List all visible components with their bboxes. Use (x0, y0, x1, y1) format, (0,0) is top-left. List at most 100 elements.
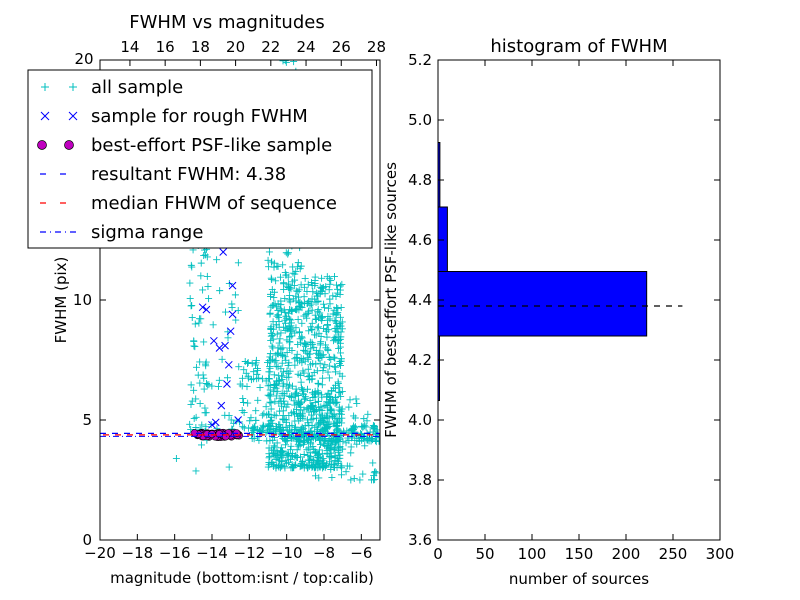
all-sample-point (333, 285, 341, 293)
all-sample-point (331, 354, 339, 362)
all-sample-point (172, 454, 180, 462)
all-sample-point (330, 334, 338, 342)
all-sample-point (196, 358, 204, 366)
all-sample-point (238, 382, 246, 390)
all-sample-point (227, 416, 235, 424)
all-sample-point (305, 408, 313, 416)
all-sample-point (313, 292, 321, 300)
all-sample-point (287, 319, 295, 327)
all-sample-point (372, 438, 380, 446)
legend-label: sample for rough FWHM (91, 106, 308, 127)
all-sample-point (292, 292, 300, 300)
histogram-ticks: 0 50 100 150 200 250 300 3.6 3.8 4.0 4.2 4.4 4.6 4.8 5… (408, 51, 734, 563)
all-sample-point (317, 403, 325, 411)
all-sample-point (314, 379, 322, 387)
all-sample-point (225, 463, 233, 471)
legend-marker (64, 140, 74, 150)
all-sample-point (235, 363, 243, 371)
all-sample-point (282, 423, 290, 431)
all-sample-point (304, 456, 312, 464)
all-sample-point (324, 304, 332, 312)
all-sample-point (292, 389, 300, 397)
all-sample-point (272, 356, 280, 364)
all-sample-point (336, 454, 344, 462)
scatter-ticks: −20 −18 −16 −14 −12 −10 −8 −6 0 5 10 14 16 18 20 22 24 26… (73, 38, 386, 562)
all-sample-point (316, 410, 324, 418)
all-sample-point (252, 416, 260, 424)
all-sample-point (202, 409, 210, 417)
all-sample-point (271, 358, 279, 366)
all-sample-point (297, 339, 305, 347)
all-sample-point (300, 346, 308, 354)
all-sample-point (315, 421, 323, 429)
all-sample-point (203, 272, 211, 280)
all-sample-point (282, 456, 290, 464)
top-x-tick-label: 22 (261, 38, 280, 56)
all-sample-point (265, 444, 273, 452)
all-sample-point (297, 354, 305, 362)
all-sample-point (186, 420, 194, 428)
all-sample-point (355, 434, 363, 442)
all-sample-point (298, 458, 306, 466)
y-tick-label: 4.8 (408, 171, 432, 189)
all-sample-point (369, 424, 377, 432)
y-tick-label: 4.2 (408, 351, 432, 369)
all-sample-point (267, 459, 275, 467)
legend-label: median FHWM of sequence (91, 193, 337, 214)
x-tick-label: −20 (84, 544, 116, 562)
all-sample-point (263, 437, 271, 445)
all-sample-point (316, 446, 324, 454)
all-sample-point (188, 301, 196, 309)
all-sample-point (293, 412, 301, 420)
x-tick-label: 300 (706, 545, 735, 563)
all-sample-point (304, 365, 312, 373)
all-sample-point (319, 454, 327, 462)
all-sample-point (325, 353, 333, 361)
all-sample-point (266, 398, 274, 406)
all-sample-point (234, 259, 242, 267)
legend-marker (69, 83, 77, 91)
all-sample-point (319, 462, 327, 470)
all-sample-point (187, 381, 195, 389)
all-sample-point (199, 371, 207, 379)
all-sample-point (325, 326, 333, 334)
all-sample-point (240, 408, 248, 416)
rough-sample-point (224, 360, 233, 369)
all-sample-point (318, 426, 326, 434)
all-sample-point (201, 360, 209, 368)
rough-sample-point (215, 344, 224, 352)
all-sample-point (313, 414, 321, 422)
all-sample-point (371, 467, 379, 475)
all-sample-point (192, 395, 200, 403)
all-sample-point (364, 410, 372, 418)
all-sample-point (187, 400, 195, 408)
all-sample-point (267, 413, 275, 421)
all-sample-point (286, 367, 294, 375)
all-sample-point (334, 426, 342, 434)
all-sample-point (278, 389, 286, 397)
all-sample-point (289, 263, 297, 271)
all-sample-point (318, 287, 326, 295)
all-sample-point (267, 323, 275, 331)
all-sample-point (329, 292, 337, 300)
all-sample-point (276, 424, 284, 432)
all-sample-point (346, 462, 354, 470)
all-sample-point (267, 405, 275, 413)
all-sample-point (286, 422, 294, 430)
all-sample-point (186, 295, 194, 303)
all-sample-point (296, 298, 304, 306)
all-sample-point (356, 476, 364, 484)
all-sample-point (287, 433, 295, 441)
all-sample-point (305, 376, 313, 384)
all-sample-point (361, 422, 369, 430)
all-sample-point (305, 444, 313, 452)
all-sample-point (311, 408, 319, 416)
all-sample-point (239, 423, 247, 431)
y-tick-label: 4.0 (408, 411, 432, 429)
rough-sample-point (228, 281, 237, 290)
x-tick-label: 250 (659, 545, 688, 563)
all-sample-point (330, 273, 338, 281)
all-sample-point (278, 359, 286, 367)
legend-entry: resultant FWHM: 4.38 (40, 164, 286, 185)
all-sample-point (336, 313, 344, 321)
